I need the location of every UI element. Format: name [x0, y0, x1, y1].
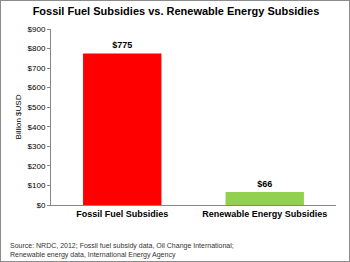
svg-text:$300: $300: [28, 142, 46, 151]
svg-text:$700: $700: [28, 64, 46, 73]
svg-text:$0: $0: [36, 201, 45, 210]
svg-text:Billion $USD: Billion $USD: [14, 94, 23, 139]
svg-text:$500: $500: [28, 103, 46, 112]
svg-text:Fossil Fuel Subsidies: Fossil Fuel Subsidies: [76, 209, 168, 219]
svg-text:Renewable Energy Subsidies: Renewable Energy Subsidies: [202, 209, 327, 219]
svg-text:Fossil Fuel Subsidies vs. Rene: Fossil Fuel Subsidies vs. Renewable Ener…: [33, 5, 320, 17]
svg-text:$800: $800: [28, 44, 46, 53]
svg-text:$775: $775: [112, 40, 132, 50]
svg-text:$600: $600: [28, 83, 46, 92]
svg-text:Source: NRDC, 2012; Fossil fue: Source: NRDC, 2012; Fossil fuel subsidy …: [10, 242, 234, 259]
svg-text:$900: $900: [28, 25, 46, 34]
svg-text:$66: $66: [257, 179, 272, 189]
svg-text:$100: $100: [28, 181, 46, 190]
svg-text:$200: $200: [28, 162, 46, 171]
svg-text:$400: $400: [28, 123, 46, 132]
